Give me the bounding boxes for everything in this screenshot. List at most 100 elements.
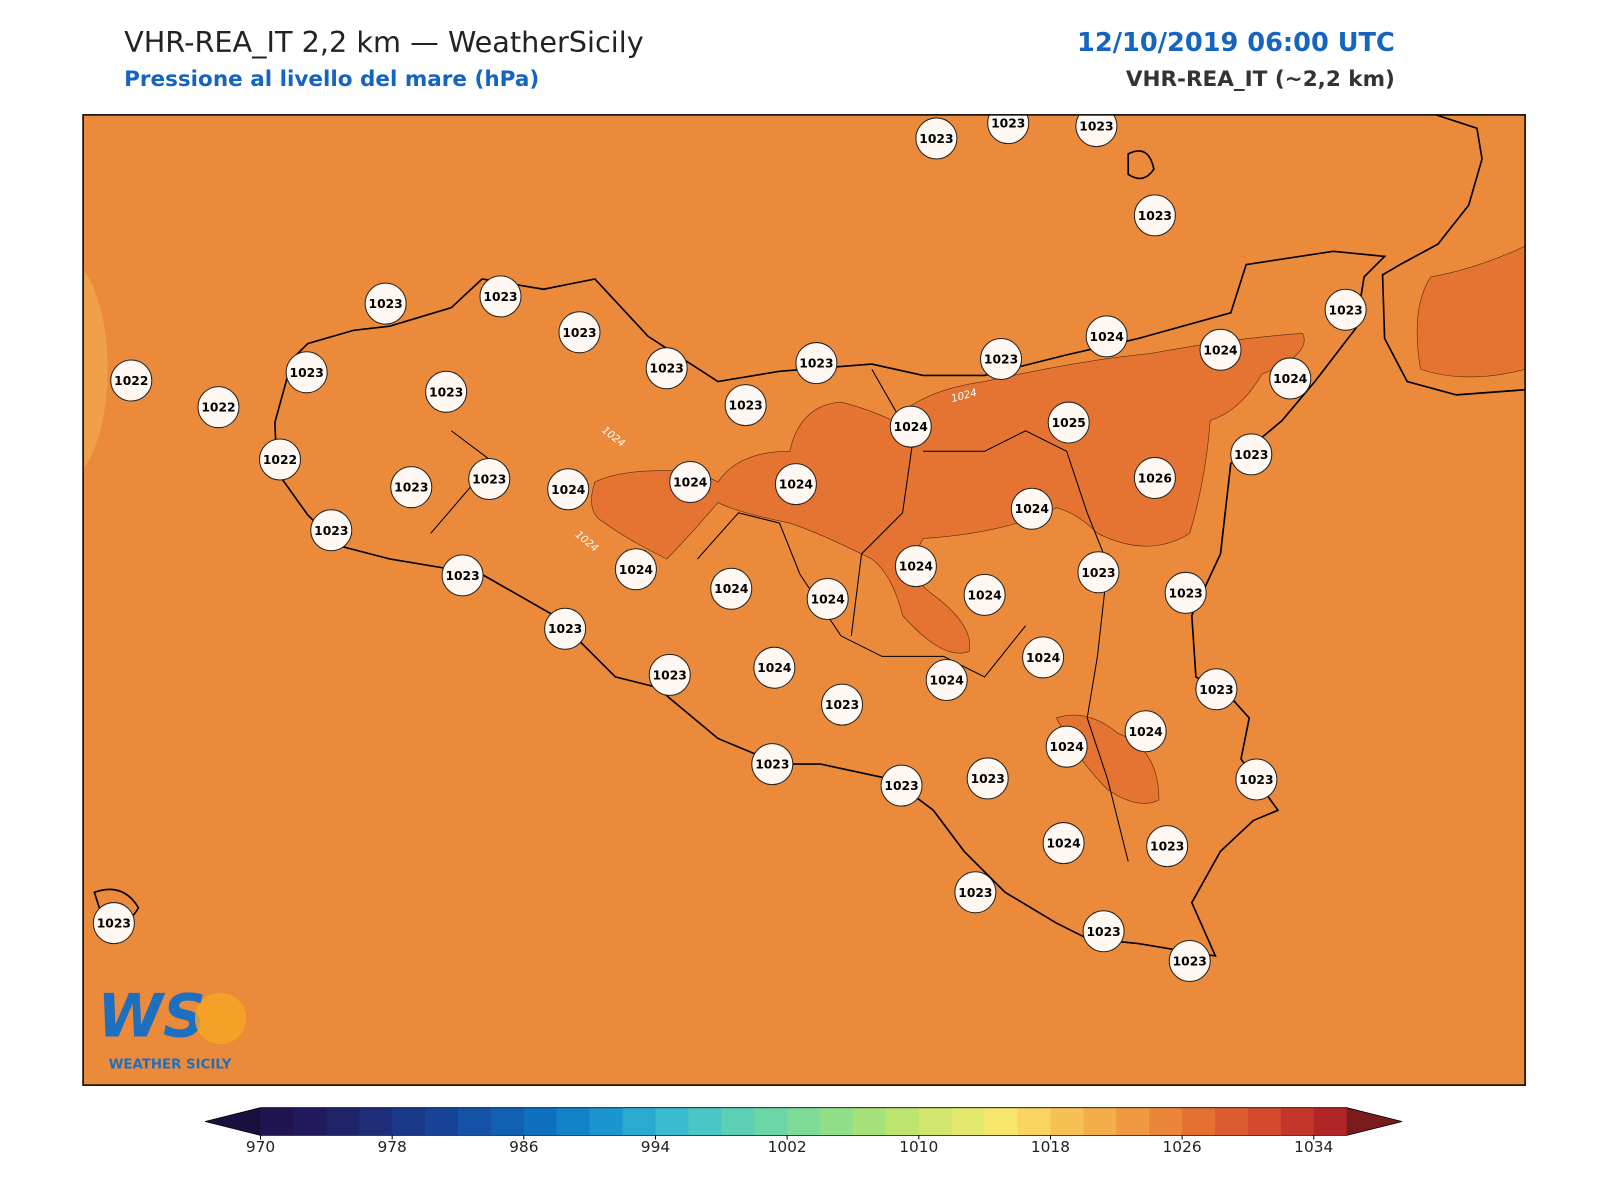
colorbar-band [1149, 1107, 1183, 1136]
station-value: 1024 [1046, 837, 1080, 851]
station-value: 1024 [619, 563, 653, 577]
station-value: 1024 [1050, 740, 1084, 754]
station-value: 1023 [825, 698, 859, 712]
colorbar-band [885, 1107, 920, 1136]
colorbar-band [425, 1107, 459, 1136]
station-value: 1022 [263, 453, 297, 467]
station-value: 1022 [114, 374, 148, 388]
station-marker [648, 653, 691, 696]
colorbar-band [490, 1107, 525, 1136]
logo: WS WEATHER SICILY [97, 983, 247, 1073]
station-value: 1024 [551, 483, 585, 497]
datetime: 12/10/2019 06:00 UTC [1077, 28, 1395, 58]
station-value: 1026 [1138, 471, 1172, 485]
logo-mark: WS [97, 983, 205, 1052]
station-value: 1023 [958, 886, 992, 900]
colorbar-band [589, 1107, 624, 1136]
station-marker [1077, 551, 1120, 594]
colorbar-tick-label: 1026 [1163, 1138, 1202, 1156]
colorbar-band [326, 1107, 360, 1136]
station-value: 1023 [1199, 683, 1233, 697]
station-marker [547, 468, 590, 511]
colorbar-tick-label: 1018 [1031, 1138, 1070, 1156]
station-marker [1269, 357, 1312, 400]
station-marker [806, 577, 849, 620]
subtitle: Pressione al livello del mare (hPa) [124, 67, 539, 92]
station-marker [614, 548, 657, 591]
station-marker [468, 457, 511, 500]
colorbar-band [1050, 1107, 1084, 1136]
map-frame [82, 114, 1526, 1086]
station-marker [894, 545, 937, 588]
colorbar-band [820, 1107, 854, 1136]
station-value: 1024 [1015, 502, 1049, 516]
station-value: 1024 [967, 588, 1001, 602]
model-label: VHR-REA_IT (~2,2 km) [1126, 67, 1395, 92]
low-area [83, 269, 108, 469]
colorbar-band [622, 1107, 656, 1136]
station-value: 1023 [562, 326, 596, 340]
station-value: 1024 [1203, 343, 1237, 357]
station-marker [1045, 725, 1088, 768]
colorbar-band [293, 1107, 327, 1136]
station-value: 1024 [714, 582, 748, 596]
station-marker [645, 347, 688, 390]
station-value: 1024 [779, 478, 813, 492]
colorbar-band [523, 1107, 558, 1136]
colorbar-band [951, 1107, 986, 1136]
station-value: 1025 [1052, 416, 1086, 430]
station-marker [1199, 328, 1242, 371]
colorbar-band [1215, 1107, 1249, 1136]
station-value: 1022 [201, 401, 235, 415]
station-value: 1023 [1150, 840, 1184, 854]
colorbar-band [1116, 1107, 1150, 1136]
colorbar-band [655, 1107, 689, 1136]
station-marker [1133, 194, 1176, 237]
station-marker [966, 757, 1009, 800]
station-marker [1146, 825, 1189, 868]
colorbar-band [392, 1107, 426, 1136]
station-value: 1024 [894, 420, 928, 434]
station-marker [1195, 668, 1238, 711]
station-marker [915, 117, 958, 160]
station-value: 1023 [650, 362, 684, 376]
station-marker [1010, 487, 1053, 530]
station-marker [364, 282, 407, 325]
station-marker [1085, 315, 1128, 358]
station-value: 1024 [757, 661, 791, 675]
colorbar-band [1280, 1107, 1315, 1136]
colorbar-tick-label: 1010 [899, 1138, 938, 1156]
station-marker [1075, 114, 1118, 148]
station-value: 1023 [394, 481, 428, 495]
station-marker [795, 342, 838, 385]
colorbar-outline [205, 1107, 1403, 1136]
colorbar-tick-label: 994 [641, 1138, 670, 1156]
station-marker [889, 405, 932, 448]
station-marker [954, 871, 997, 914]
station-value: 1023 [1173, 955, 1207, 969]
colorbar-band [721, 1107, 755, 1136]
station-value: 1024 [1090, 330, 1124, 344]
logo-name: WEATHER SICILY [109, 1058, 232, 1073]
map-background [83, 114, 1526, 1086]
station-value: 1023 [472, 473, 506, 487]
station-value: 1023 [755, 758, 789, 772]
station-value: 1023 [1239, 773, 1273, 787]
station-marker [285, 351, 328, 394]
station-marker [1164, 571, 1207, 614]
station-value: 1024 [811, 593, 845, 607]
map: 1023 1023 1023 1023 1023 1023 1023 1023 1022 1023… [83, 114, 1526, 1086]
logo-sun [194, 992, 247, 1045]
station-marker [987, 114, 1030, 145]
station-value: 1023 [971, 772, 1005, 786]
colorbar-tick-label: 1002 [768, 1138, 807, 1156]
colorbar-band [556, 1107, 591, 1136]
colorbar-over [1346, 1107, 1403, 1136]
station-value: 1024 [930, 674, 964, 688]
station-value: 1023 [884, 779, 918, 793]
title: VHR-REA_IT 2,2 km — WeatherSicily [124, 25, 644, 59]
station-marker [1230, 433, 1273, 476]
station-value: 1023 [1086, 925, 1120, 939]
station-value: 1024 [1273, 372, 1307, 386]
